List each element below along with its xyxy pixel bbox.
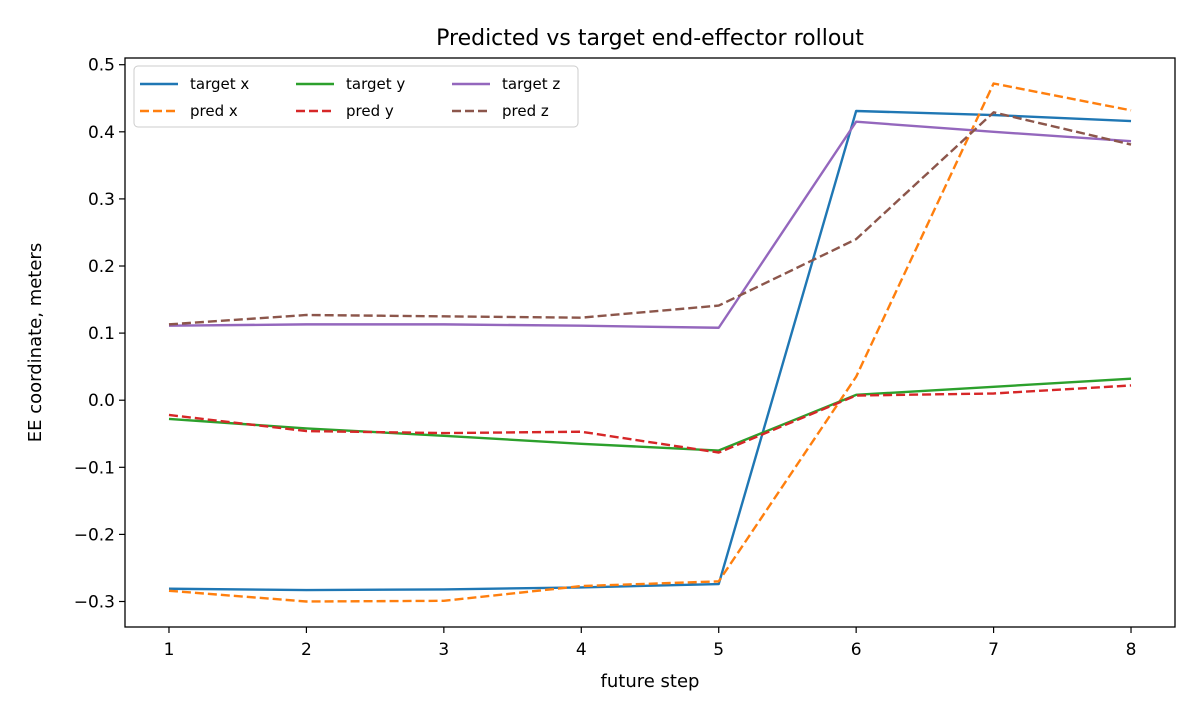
plot-area <box>168 82 1132 603</box>
x-axis: 1 2 3 4 5 6 7 8 <box>164 627 1137 660</box>
y-tick-label: 0.1 <box>88 324 115 344</box>
legend-label: target y <box>346 75 405 93</box>
x-tick-label: 1 <box>164 640 175 660</box>
x-tick-label: 7 <box>988 640 999 660</box>
legend-label: target z <box>502 75 560 93</box>
x-tick-label: 3 <box>438 640 449 660</box>
y-tick-label: 0.4 <box>88 123 115 143</box>
x-tick-label: 4 <box>576 640 587 660</box>
x-tick-label: 6 <box>851 640 862 660</box>
y-tick-label: 0.0 <box>88 391 115 411</box>
y-tick-label: −0.3 <box>74 593 115 613</box>
series-line-pred-y <box>168 384 1132 454</box>
series-line-target-z <box>168 120 1132 329</box>
legend: target x pred x target y pred y target z pred… <box>133 65 579 128</box>
series-line-target-x <box>168 109 1132 592</box>
x-axis-label: future step <box>601 671 700 692</box>
x-tick-label: 2 <box>301 640 312 660</box>
legend-label: pred x <box>190 102 238 120</box>
axes-frame <box>124 57 1176 628</box>
y-axis-label: EE coordinate, meters <box>25 243 46 442</box>
x-tick-label: 8 <box>1126 640 1137 660</box>
legend-label: pred z <box>502 102 549 120</box>
y-tick-label: −0.1 <box>74 458 115 478</box>
y-tick-label: −0.2 <box>74 525 115 545</box>
y-axis: −0.3 −0.2 −0.1 0.0 0.1 0.2 0.3 0.4 0.5 <box>74 56 125 613</box>
y-tick-label: 0.5 <box>88 56 115 76</box>
x-tick-label: 5 <box>713 640 724 660</box>
series-line-target-y <box>168 377 1132 452</box>
legend-label: pred y <box>346 102 394 120</box>
chart-title: Predicted vs target end-effector rollout <box>436 26 864 51</box>
y-tick-label: 0.2 <box>88 257 115 277</box>
series-line-pred-z <box>168 111 1132 326</box>
y-tick-label: 0.3 <box>88 190 115 210</box>
legend-label: target x <box>190 75 249 93</box>
